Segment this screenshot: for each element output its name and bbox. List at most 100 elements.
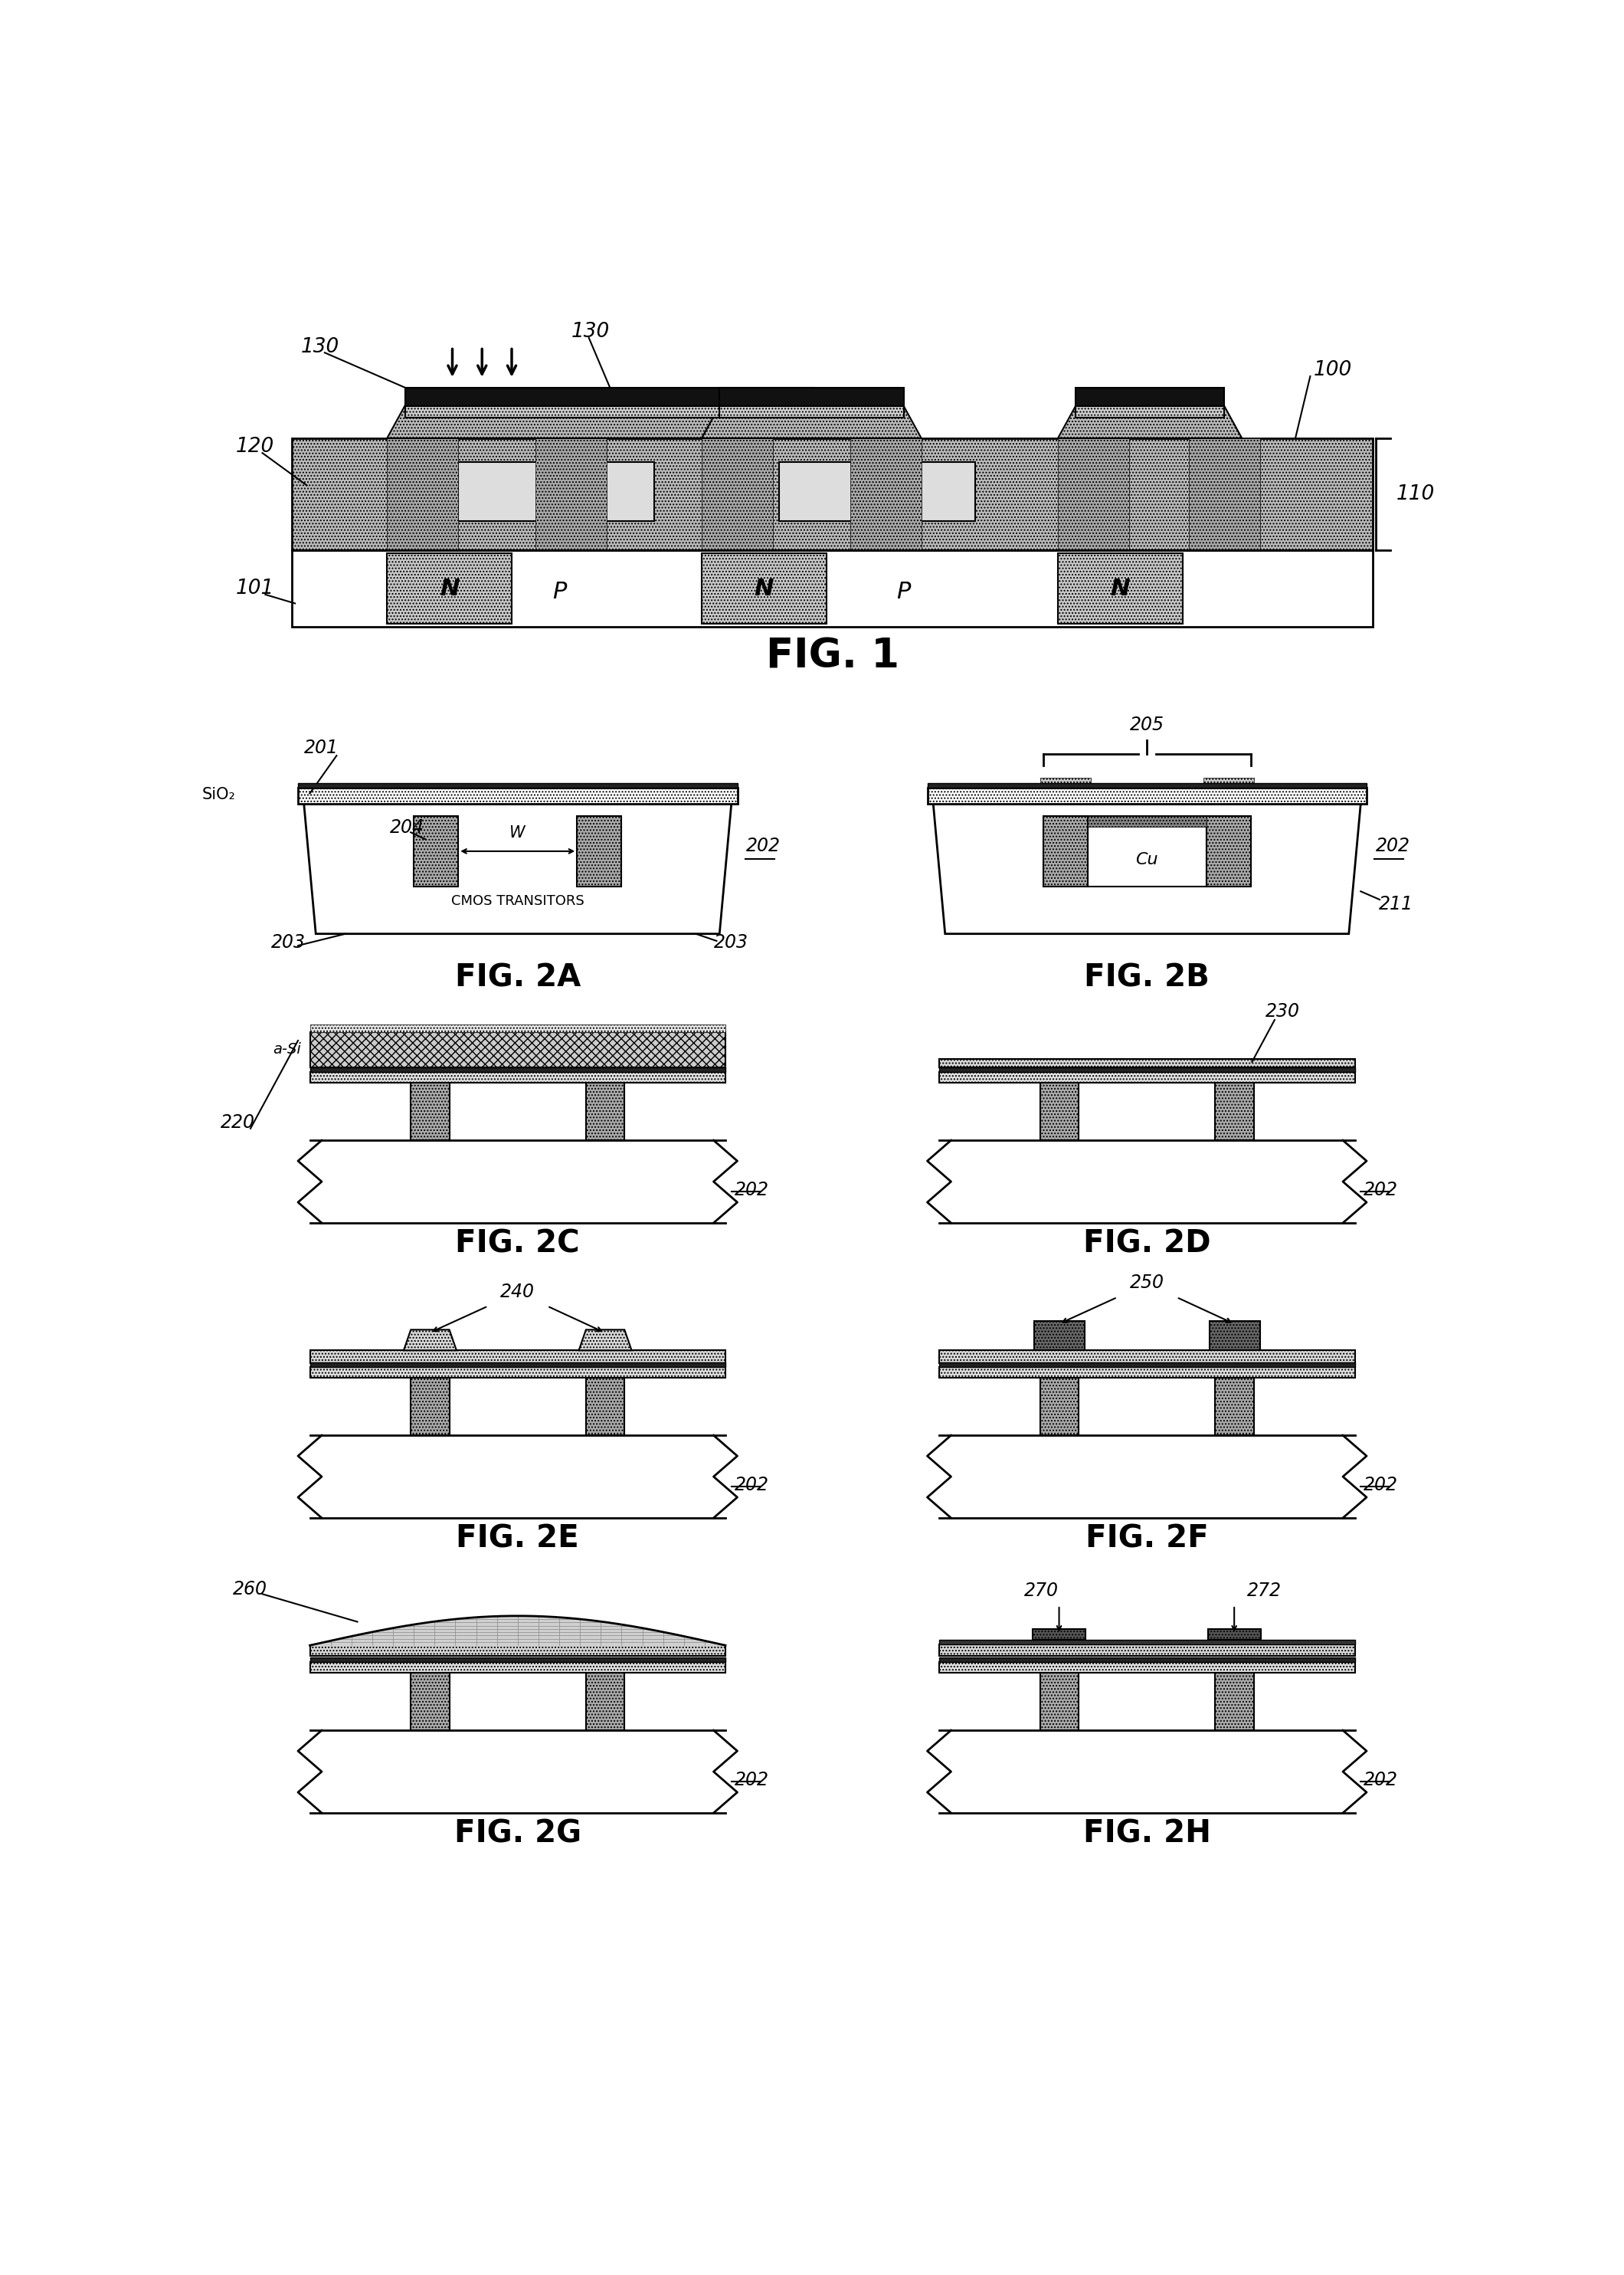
Text: SiO₂: SiO₂	[201, 787, 235, 803]
Text: 202: 202	[1364, 1770, 1398, 1788]
Bar	[849, 439, 921, 551]
Bar	[1034, 1322, 1085, 1351]
Bar	[1088, 817, 1207, 826]
Polygon shape	[1057, 405, 1242, 439]
Bar	[387, 439, 458, 551]
Polygon shape	[934, 803, 1361, 933]
Text: 260: 260	[232, 1581, 268, 1599]
Text: P: P	[896, 580, 911, 603]
Bar	[939, 1140, 1354, 1224]
Bar	[586, 1081, 625, 1140]
Text: N: N	[440, 578, 460, 601]
Bar	[1189, 439, 1260, 551]
Bar	[1039, 1672, 1078, 1731]
Text: 202: 202	[1376, 837, 1410, 855]
Bar	[310, 1436, 726, 1517]
Bar	[404, 405, 815, 419]
Bar	[719, 405, 903, 419]
Text: 240: 240	[500, 1283, 534, 1301]
Text: FIG. 2F: FIG. 2F	[1085, 1524, 1208, 1554]
Bar	[939, 1645, 1354, 1656]
Polygon shape	[404, 1329, 456, 1351]
Bar	[1039, 1376, 1078, 1436]
Bar	[719, 389, 903, 405]
Text: 202: 202	[734, 1476, 768, 1495]
Bar	[939, 1067, 1354, 1072]
Text: 130: 130	[300, 337, 339, 357]
Bar	[310, 1645, 726, 1656]
Text: 211: 211	[1379, 894, 1413, 915]
Bar	[458, 462, 654, 521]
Bar	[939, 1072, 1354, 1083]
Bar	[310, 1033, 726, 1067]
Bar	[310, 1656, 726, 1663]
Text: 101: 101	[235, 578, 274, 598]
Text: FIG. 2A: FIG. 2A	[455, 962, 580, 994]
Bar	[1210, 1322, 1260, 1351]
Bar	[310, 1140, 726, 1224]
Text: 202: 202	[745, 837, 781, 855]
Text: 203: 203	[713, 933, 749, 951]
Text: 202: 202	[734, 1770, 768, 1788]
Text: FIG. 2E: FIG. 2E	[456, 1524, 580, 1554]
Text: FIG. 1: FIG. 1	[765, 637, 900, 676]
Bar	[310, 1024, 726, 1033]
Bar	[1075, 389, 1224, 405]
Polygon shape	[578, 1329, 632, 1351]
Bar	[586, 1672, 625, 1731]
Bar	[1039, 1081, 1078, 1140]
Bar	[1215, 1081, 1254, 1140]
Bar	[310, 1367, 726, 1376]
Text: 272: 272	[1247, 1581, 1281, 1599]
Bar	[414, 817, 458, 887]
Bar	[404, 389, 815, 405]
Bar	[411, 1081, 450, 1140]
Bar	[310, 1067, 726, 1072]
Text: 203: 203	[271, 933, 305, 951]
Text: N: N	[754, 578, 773, 601]
Bar	[927, 787, 1367, 803]
Bar	[939, 1656, 1354, 1663]
Bar	[1043, 817, 1088, 887]
Bar	[292, 551, 1372, 628]
Text: 110: 110	[1397, 485, 1434, 505]
Bar	[927, 783, 1367, 787]
Text: 220: 220	[221, 1112, 255, 1133]
Bar	[1088, 817, 1207, 887]
Bar	[939, 1663, 1354, 1672]
Bar	[939, 1367, 1354, 1376]
Bar	[310, 1663, 726, 1672]
Bar	[310, 1351, 726, 1363]
Text: 202: 202	[734, 1181, 768, 1199]
Text: 100: 100	[1314, 359, 1351, 380]
Bar	[780, 462, 974, 521]
Text: Cu: Cu	[1135, 853, 1158, 867]
Text: FIG. 2C: FIG. 2C	[455, 1228, 580, 1260]
Polygon shape	[702, 405, 921, 439]
Text: 205: 205	[1130, 717, 1164, 735]
Bar	[1207, 817, 1250, 887]
Bar	[1057, 553, 1182, 623]
Text: W: W	[510, 826, 526, 839]
Bar	[939, 1351, 1354, 1363]
Text: 201: 201	[304, 739, 338, 758]
Bar	[297, 783, 737, 787]
Bar	[939, 1058, 1354, 1067]
Text: 250: 250	[1130, 1274, 1164, 1292]
Text: FIG. 2B: FIG. 2B	[1085, 962, 1210, 994]
Bar	[1203, 778, 1254, 787]
Bar	[1039, 778, 1091, 787]
Bar	[310, 1731, 726, 1813]
Text: 270: 270	[1025, 1581, 1059, 1599]
Text: a-Si: a-Si	[273, 1042, 300, 1056]
Bar	[411, 1672, 450, 1731]
Bar	[297, 787, 737, 803]
Bar	[292, 439, 1372, 551]
Text: FIG. 2D: FIG. 2D	[1083, 1228, 1212, 1260]
Text: 230: 230	[1265, 1001, 1301, 1019]
Bar	[702, 439, 773, 551]
Bar	[387, 553, 512, 623]
Text: 204: 204	[390, 819, 424, 837]
Bar	[939, 1640, 1354, 1645]
Text: FIG. 2H: FIG. 2H	[1083, 1818, 1212, 1850]
